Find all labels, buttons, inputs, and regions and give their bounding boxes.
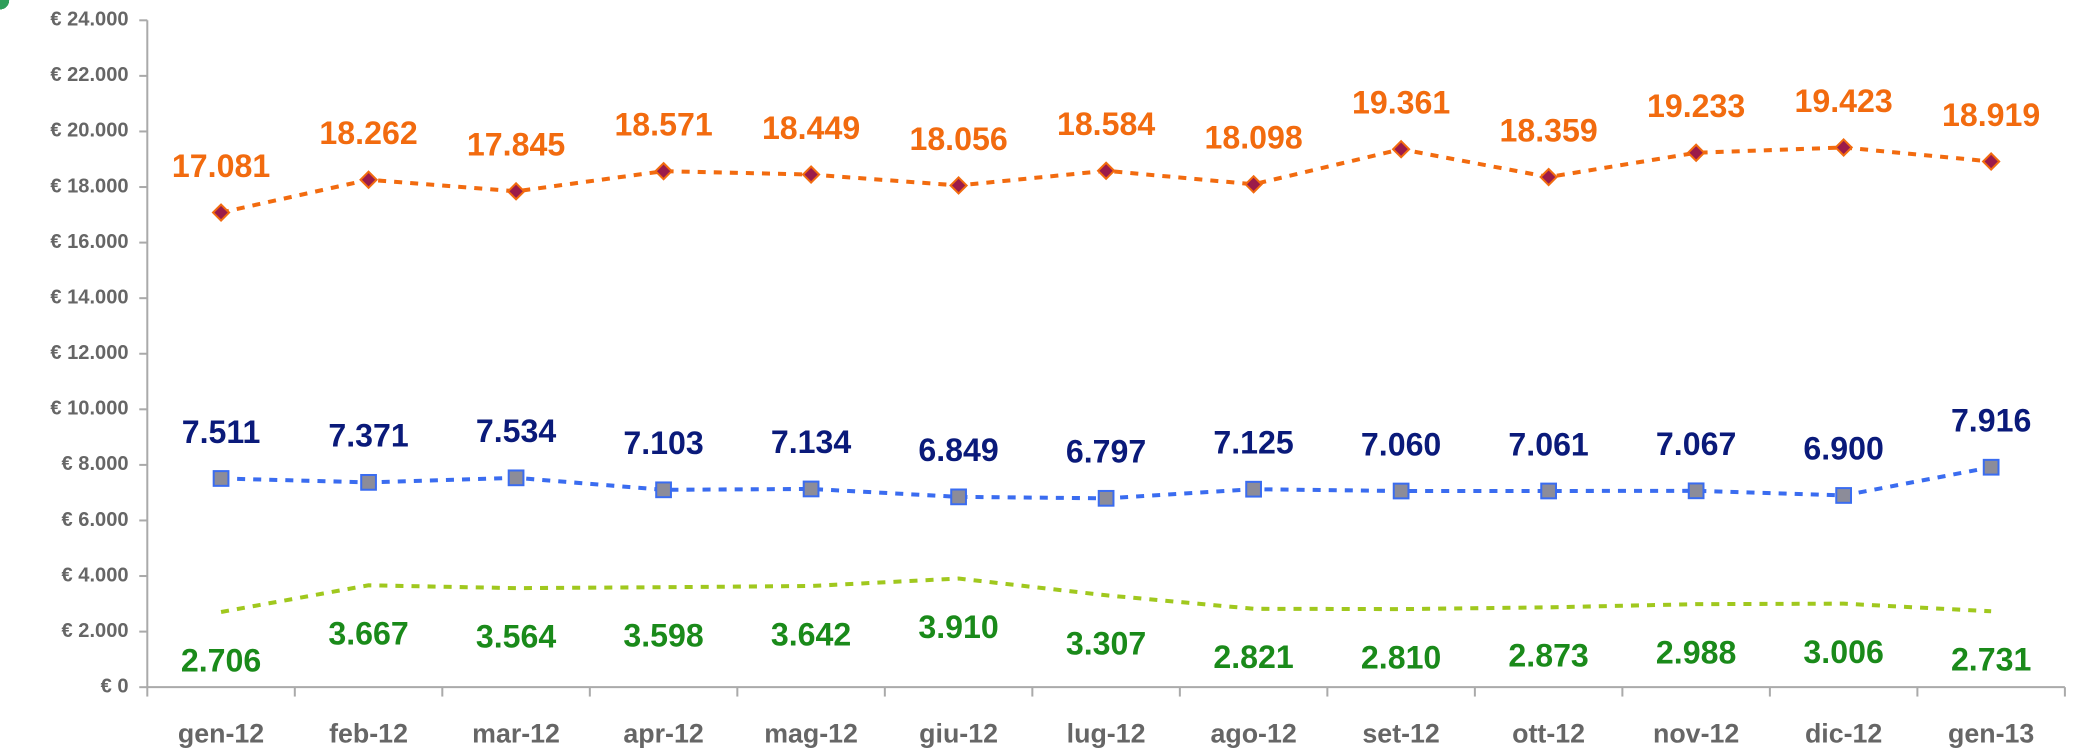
x-tick-label: gen-12 (178, 718, 264, 748)
value-label: 18.098 (1204, 120, 1302, 156)
x-tick-label: dic-12 (1805, 718, 1882, 748)
value-label: 3.564 (476, 619, 557, 655)
value-label: 7.511 (182, 414, 261, 450)
value-label: 18.262 (319, 115, 417, 151)
marker (1540, 482, 1557, 500)
marker (1097, 489, 1115, 507)
x-tick-label: nov-12 (1653, 718, 1739, 748)
marker (211, 203, 231, 223)
marker (1539, 167, 1559, 187)
value-label: 7.060 (1361, 426, 1441, 462)
marker (802, 480, 820, 498)
value-label: 6.900 (1803, 431, 1883, 467)
value-label: 3.667 (328, 616, 408, 652)
value-label: 19.423 (1795, 83, 1893, 119)
y-tick-label: € 24.000 (50, 9, 128, 31)
marker (1391, 139, 1411, 159)
value-label: 7.061 (1508, 426, 1588, 462)
value-label: 18.919 (1942, 97, 2040, 133)
value-label: 7.125 (1213, 424, 1293, 460)
x-tick-label: mag-12 (764, 718, 858, 748)
value-label: 2.731 (1951, 642, 2031, 678)
value-label: 2.810 (1361, 639, 1441, 675)
value-label: 2.706 (181, 642, 261, 678)
value-label: 3.910 (918, 609, 998, 645)
marker (1687, 482, 1705, 500)
value-label: 3.006 (1803, 634, 1883, 670)
marker (1982, 458, 2000, 476)
y-tick-label: € 0 (101, 675, 129, 697)
y-tick-label: € 6.000 (62, 509, 129, 531)
y-tick-label: € 16.000 (50, 231, 128, 253)
marker (507, 469, 525, 487)
value-label: 3.307 (1066, 626, 1146, 662)
marker (1096, 161, 1116, 181)
marker (212, 470, 230, 487)
value-label: 17.845 (467, 127, 565, 163)
x-tick-label: giu-12 (919, 718, 998, 748)
value-label: 6.849 (918, 432, 998, 468)
y-tick-label: € 18.000 (50, 175, 128, 197)
value-label: 2.988 (1656, 635, 1736, 671)
marker (360, 473, 377, 491)
x-tick-label: mar-12 (472, 718, 560, 748)
marker (801, 165, 821, 185)
value-label: 7.916 (1951, 403, 2031, 439)
marker (1245, 480, 1262, 498)
marker (655, 481, 672, 499)
y-tick-label: € 22.000 (50, 64, 128, 86)
x-tick-label: set-12 (1362, 718, 1439, 748)
y-tick-label: € 4.000 (62, 564, 129, 586)
value-label: 18.571 (614, 106, 712, 142)
value-label: 17.081 (172, 148, 270, 184)
y-tick-label: € 10.000 (50, 398, 128, 420)
value-label: 7.067 (1656, 426, 1736, 462)
x-tick-label: apr-12 (623, 718, 703, 748)
marker (1981, 152, 2001, 171)
marker (1835, 487, 1853, 504)
marker (1686, 143, 1706, 163)
value-label: 6.797 (1066, 434, 1146, 470)
value-label: 7.103 (623, 425, 703, 461)
x-tick-label: ott-12 (1512, 718, 1585, 748)
marker (1834, 138, 1854, 157)
marker (1244, 174, 1264, 194)
marker (359, 170, 379, 190)
value-label: 3.598 (623, 618, 703, 654)
x-tick-label: ago-12 (1210, 718, 1296, 748)
value-label: 18.449 (762, 110, 860, 146)
y-tick-label: € 20.000 (50, 120, 128, 142)
value-label: 19.233 (1647, 88, 1745, 124)
marker (949, 176, 969, 195)
value-label: 3.642 (771, 616, 851, 652)
marker (950, 488, 967, 506)
marker (0, 0, 10, 10)
y-tick-label: € 8.000 (62, 453, 129, 475)
value-label: 7.134 (771, 424, 852, 460)
value-label: 19.361 (1352, 85, 1450, 121)
marker (506, 181, 526, 201)
value-label: 18.359 (1499, 112, 1597, 148)
x-tick-label: feb-12 (329, 718, 408, 748)
value-label: 7.534 (476, 413, 557, 449)
x-tick-label: gen-13 (1948, 718, 2034, 748)
value-label: 18.584 (1057, 106, 1155, 142)
x-tick-label: lug-12 (1067, 718, 1146, 748)
marker (654, 161, 674, 181)
y-tick-label: € 14.000 (50, 286, 128, 308)
y-tick-label: € 2.000 (62, 620, 129, 642)
marker (1392, 482, 1410, 500)
value-label: 18.056 (909, 121, 1007, 157)
y-tick-label: € 12.000 (50, 342, 128, 364)
value-label: 7.371 (328, 418, 408, 454)
series-line (220, 576, 1992, 614)
value-label: 2.873 (1508, 638, 1588, 674)
value-label: 2.821 (1213, 639, 1293, 675)
